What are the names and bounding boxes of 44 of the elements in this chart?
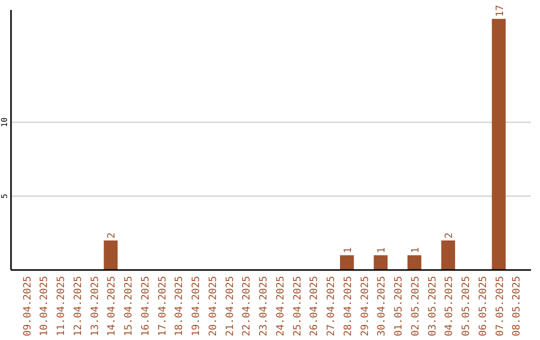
- x-tick-label: 08.05.2025: [512, 276, 523, 336]
- x-tick-label: 25.04.2025: [292, 276, 304, 336]
- bar: [441, 240, 456, 270]
- data-label: 1: [376, 247, 388, 254]
- x-tick-label: 01.05.2025: [394, 276, 405, 336]
- x-tick-label: 13.04.2025: [90, 276, 101, 336]
- x-tick-label: 16.04.2025: [140, 276, 152, 336]
- x-tick-label: 26.04.2025: [309, 276, 320, 336]
- x-tick-label: 29.04.2025: [360, 276, 371, 336]
- bar: [492, 18, 506, 270]
- x-tick-label: 05.05.2025: [461, 276, 472, 336]
- data-label: 1: [342, 247, 354, 254]
- x-tick-label: 12.04.2025: [72, 276, 84, 336]
- x-tick-label: 14.04.2025: [106, 276, 118, 336]
- x-tick-label: 06.05.2025: [478, 276, 489, 336]
- data-label: 2: [444, 232, 456, 238]
- data-label: 1: [410, 247, 422, 254]
- x-tick-label: 22.04.2025: [242, 276, 253, 336]
- x-tick-label: 18.04.2025: [174, 276, 186, 336]
- x-tick-label: 03.05.2025: [427, 276, 438, 336]
- bar: [407, 255, 422, 270]
- x-tick-label: 10.04.2025: [39, 276, 50, 336]
- x-tick-label: 23.04.2025: [258, 276, 270, 336]
- x-tick-label: 07.05.2025: [494, 276, 506, 336]
- x-tick-label: 21.04.2025: [224, 276, 236, 336]
- x-tick-label: 20.04.2025: [208, 276, 219, 336]
- x-tick-label: 24.04.2025: [275, 276, 286, 336]
- y-tick-label: 5: [0, 194, 9, 199]
- y-tick-label: 10: [0, 117, 9, 128]
- bar: [374, 255, 388, 270]
- x-tick-label: 11.04.2025: [56, 276, 68, 336]
- x-tick-label: 09.04.2025: [22, 276, 34, 336]
- x-tick-label: 04.05.2025: [444, 276, 456, 336]
- x-tick-label: 28.04.2025: [342, 276, 354, 336]
- bar: [104, 240, 118, 270]
- data-label: 2: [106, 232, 118, 238]
- bar: [340, 255, 354, 270]
- x-tick-label: 19.04.2025: [191, 276, 202, 336]
- data-label: 17: [494, 4, 506, 17]
- x-tick-label: 15.04.2025: [124, 276, 135, 336]
- x-tick-label: 30.04.2025: [376, 276, 388, 336]
- x-tick-label: 17.04.2025: [157, 276, 168, 336]
- x-tick-label: 27.04.2025: [326, 276, 338, 336]
- x-tick-label: 02.05.2025: [410, 276, 422, 336]
